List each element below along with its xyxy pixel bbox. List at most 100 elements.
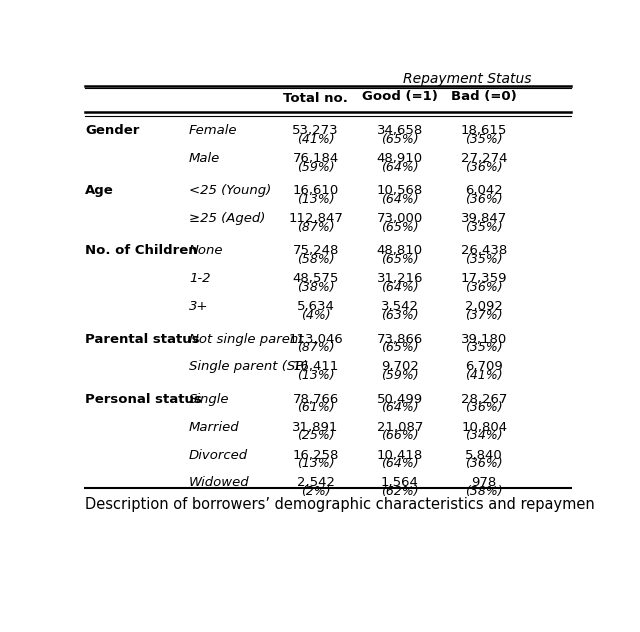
Text: (64%): (64%) (381, 281, 419, 294)
Text: (4%): (4%) (301, 309, 330, 322)
Text: (13%): (13%) (297, 458, 335, 470)
Text: Single: Single (189, 392, 230, 406)
Text: 48,910: 48,910 (377, 152, 423, 165)
Text: 17,359: 17,359 (461, 272, 508, 285)
Text: 26,438: 26,438 (461, 245, 508, 257)
Text: (41%): (41%) (297, 133, 335, 146)
Text: 978: 978 (472, 477, 497, 489)
Text: 2,092: 2,092 (465, 300, 503, 313)
Text: 73,866: 73,866 (377, 332, 423, 346)
Text: <25 (Young): <25 (Young) (189, 184, 271, 197)
Text: (58%): (58%) (297, 253, 335, 266)
Text: 53,273: 53,273 (292, 124, 339, 137)
Text: 31,891: 31,891 (292, 421, 339, 434)
Text: 113,046: 113,046 (288, 332, 343, 346)
Text: (13%): (13%) (297, 193, 335, 206)
Text: (64%): (64%) (381, 401, 419, 415)
Text: (34%): (34%) (465, 429, 503, 442)
Text: (35%): (35%) (465, 341, 503, 355)
Text: 9,702: 9,702 (381, 360, 419, 374)
Text: (25%): (25%) (297, 429, 335, 442)
Text: 112,847: 112,847 (288, 212, 343, 225)
Text: 10,568: 10,568 (377, 184, 423, 197)
Text: Good (=1): Good (=1) (362, 90, 438, 103)
Text: (61%): (61%) (297, 401, 335, 415)
Text: 39,180: 39,180 (461, 332, 508, 346)
Text: (38%): (38%) (297, 281, 335, 294)
Text: (38%): (38%) (465, 485, 503, 498)
Text: Single parent (SP): Single parent (SP) (189, 360, 308, 374)
Text: (65%): (65%) (381, 221, 419, 234)
Text: 2,542: 2,542 (296, 477, 335, 489)
Text: (59%): (59%) (381, 369, 419, 382)
Text: 3+: 3+ (189, 300, 209, 313)
Text: (36%): (36%) (465, 281, 503, 294)
Text: (65%): (65%) (381, 253, 419, 266)
Text: (36%): (36%) (465, 193, 503, 206)
Text: (64%): (64%) (381, 161, 419, 174)
Text: (65%): (65%) (381, 341, 419, 355)
Text: 18,615: 18,615 (461, 124, 508, 137)
Text: (2%): (2%) (301, 485, 330, 498)
Text: (87%): (87%) (297, 221, 335, 234)
Text: Female: Female (189, 124, 237, 137)
Text: Male: Male (189, 152, 220, 165)
Text: Description of borrowers’ demographic characteristics and repaymen: Description of borrowers’ demographic ch… (85, 497, 595, 512)
Text: (37%): (37%) (465, 309, 503, 322)
Text: Bad (=0): Bad (=0) (451, 90, 517, 103)
Text: 48,810: 48,810 (377, 245, 423, 257)
Text: 16,411: 16,411 (292, 360, 339, 374)
Text: (65%): (65%) (381, 133, 419, 146)
Text: 50,499: 50,499 (377, 392, 423, 406)
Text: (36%): (36%) (465, 401, 503, 415)
Text: Total no.: Total no. (283, 92, 348, 105)
Text: (59%): (59%) (297, 161, 335, 174)
Text: Repayment Status: Repayment Status (403, 72, 531, 86)
Text: 34,658: 34,658 (377, 124, 423, 137)
Text: (87%): (87%) (297, 341, 335, 355)
Text: None: None (189, 245, 223, 257)
Text: Married: Married (189, 421, 240, 434)
Text: Gender: Gender (85, 124, 140, 137)
Text: 21,087: 21,087 (377, 421, 423, 434)
Text: 28,267: 28,267 (461, 392, 508, 406)
Text: (63%): (63%) (381, 309, 419, 322)
Text: Parental status: Parental status (85, 332, 200, 346)
Text: (35%): (35%) (465, 253, 503, 266)
Text: 31,216: 31,216 (377, 272, 423, 285)
Text: Divorced: Divorced (189, 449, 248, 461)
Text: No. of Children: No. of Children (85, 245, 198, 257)
Text: (36%): (36%) (465, 458, 503, 470)
Text: (35%): (35%) (465, 221, 503, 234)
Text: 5,634: 5,634 (297, 300, 335, 313)
Text: Widowed: Widowed (189, 477, 250, 489)
Text: 5,840: 5,840 (465, 449, 503, 461)
Text: (36%): (36%) (465, 161, 503, 174)
Text: 3,542: 3,542 (381, 300, 419, 313)
Text: (35%): (35%) (465, 133, 503, 146)
Text: Age: Age (85, 184, 114, 197)
Text: (41%): (41%) (465, 369, 503, 382)
Text: 73,000: 73,000 (377, 212, 423, 225)
Text: 78,766: 78,766 (292, 392, 339, 406)
Text: (64%): (64%) (381, 193, 419, 206)
Text: 16,610: 16,610 (292, 184, 339, 197)
Text: (64%): (64%) (381, 458, 419, 470)
Text: (13%): (13%) (297, 369, 335, 382)
Text: 76,184: 76,184 (292, 152, 339, 165)
Text: 10,804: 10,804 (461, 421, 508, 434)
Text: Not single parent: Not single parent (189, 332, 303, 346)
Text: 1-2: 1-2 (189, 272, 211, 285)
Text: 16,258: 16,258 (292, 449, 339, 461)
Text: 75,248: 75,248 (292, 245, 339, 257)
Text: 39,847: 39,847 (461, 212, 508, 225)
Text: (62%): (62%) (381, 485, 419, 498)
Text: 6,042: 6,042 (465, 184, 503, 197)
Text: 1,564: 1,564 (381, 477, 419, 489)
Text: ≥25 (Aged): ≥25 (Aged) (189, 212, 266, 225)
Text: 27,274: 27,274 (461, 152, 508, 165)
Text: (66%): (66%) (381, 429, 419, 442)
Text: 48,575: 48,575 (292, 272, 339, 285)
Text: 6,709: 6,709 (465, 360, 503, 374)
Text: Personal status: Personal status (85, 392, 202, 406)
